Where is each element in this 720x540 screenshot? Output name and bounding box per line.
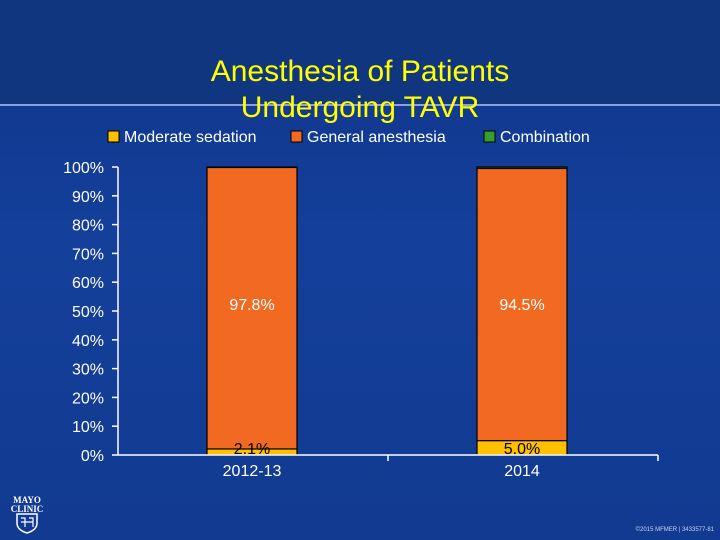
title-line-1: Anesthesia of Patients (210, 55, 510, 89)
logo-shield-icon (16, 513, 38, 534)
y-tick-label: 20% (72, 390, 104, 407)
data-label-moderate-sedation-2014: 5.0% (504, 441, 540, 458)
mayo-clinic-logo: MAYO CLINIC (11, 495, 44, 534)
slide-title: Anesthesia of Patients Undergoing TAVR (0, 54, 720, 126)
y-tick-label: 30% (72, 362, 104, 379)
data-label-general-anesthesia-2014: 94.5% (499, 297, 544, 314)
data-label-general-anesthesia-2012-13: 97.8% (229, 297, 274, 314)
y-axis: 0% 10% 20% 30% 40% 50% 60% 70% 80% 90% 100% (63, 160, 119, 465)
bar-segment-general-anesthesia-2012-13 (206, 166, 298, 450)
x-axis: 2012-13 2014 (118, 454, 659, 480)
y-tick-label: 50% (72, 304, 104, 321)
chart-legend: Moderate sedation General anesthesia Combi… (107, 129, 590, 146)
legend-label-moderate-sedation: Moderate sedation (124, 129, 257, 146)
data-label-moderate-sedation-2012-13: 2.1% (234, 441, 270, 458)
y-tick-label: 80% (72, 218, 104, 235)
y-tick-label: 60% (72, 275, 104, 292)
y-tick-label: 100% (63, 160, 104, 177)
title-line-2: Undergoing TAVR (240, 91, 480, 125)
bar-segment-combination-2014 (476, 166, 568, 170)
legend-label-general-anesthesia: General anesthesia (307, 129, 446, 146)
title-divider (0, 104, 720, 106)
y-tick-label: 40% (72, 333, 104, 350)
title-band (0, 0, 720, 104)
legend-swatch-moderate-sedation (107, 130, 120, 143)
chart-bars: 2.1% 97.8% 5.0% 94.5% (206, 166, 568, 458)
logo-emblem-icon (21, 517, 34, 527)
legend-swatch-general-anesthesia (290, 130, 303, 143)
legend-swatch-combination (483, 130, 496, 143)
logo-text-line-2: CLINIC (11, 504, 44, 514)
y-tick-label: 90% (72, 189, 104, 206)
copyright-footer: ©2015 MFMER | 3433577-81 (635, 527, 714, 533)
logo-text-line-1: MAYO (13, 495, 41, 505)
legend-label-combination: Combination (500, 129, 590, 146)
y-tick-label: 0% (81, 448, 104, 465)
x-tick-label: 2012-13 (223, 463, 282, 480)
y-tick-label: 70% (72, 246, 104, 263)
bar-segment-combination-2012-13 (206, 166, 298, 169)
x-tick-label: 2014 (504, 463, 540, 480)
y-tick-label: 10% (72, 419, 104, 436)
